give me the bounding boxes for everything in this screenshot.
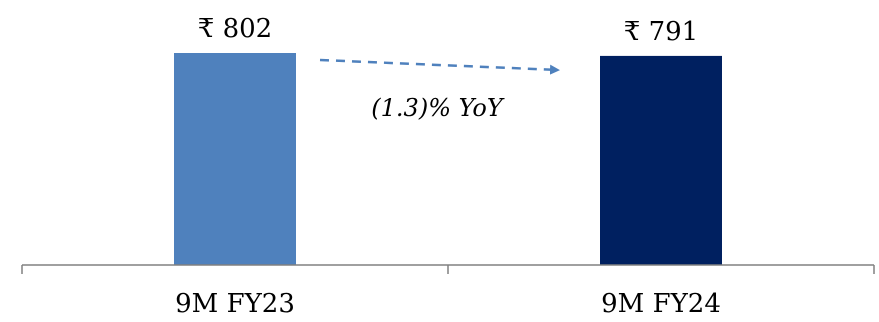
yoy-arrow bbox=[319, 58, 560, 75]
bar-1 bbox=[600, 55, 722, 265]
bars-layer bbox=[174, 53, 722, 265]
bar-0 bbox=[174, 53, 296, 265]
yoy-annotation: (1.3)% YoY bbox=[319, 58, 560, 122]
x-tick-label: 9M FY23 bbox=[175, 289, 295, 319]
bar-value-label: ₹ 791 bbox=[624, 17, 698, 47]
x-tick-label: 9M FY24 bbox=[601, 289, 721, 319]
yoy-annotation-text: (1.3)% YoY bbox=[371, 94, 505, 122]
bar-value-label: ₹ 802 bbox=[198, 14, 272, 44]
x-axis bbox=[21, 264, 875, 274]
labels-layer: ₹ 802 9M FY23 ₹ 791 9M FY24 bbox=[175, 14, 721, 319]
